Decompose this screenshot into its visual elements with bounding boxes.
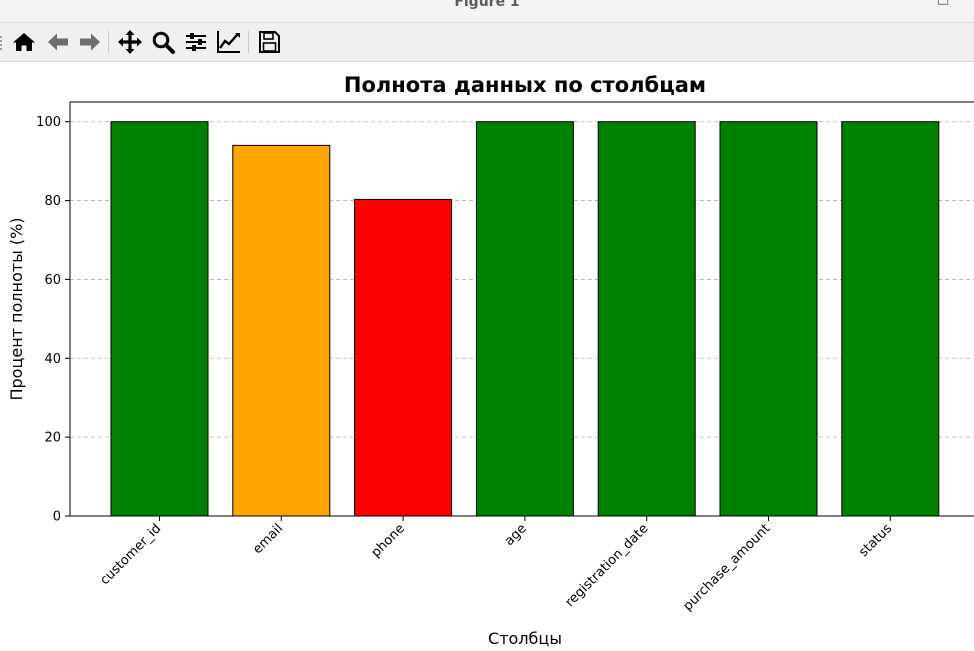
zoom-icon bbox=[152, 31, 175, 54]
y-tick-label: 60 bbox=[44, 273, 61, 288]
bar-status bbox=[841, 121, 940, 517]
back-button[interactable] bbox=[44, 28, 72, 56]
x-axis-label: Столбцы bbox=[488, 629, 562, 648]
window-title: Figure 1 bbox=[454, 0, 520, 10]
x-ticks: customer_id email phone age registration_dat… bbox=[97, 516, 895, 614]
toolbar-separator bbox=[248, 31, 249, 53]
y-tick-label: 100 bbox=[36, 115, 61, 130]
forward-icon bbox=[80, 33, 100, 51]
minimize-button[interactable]: – bbox=[904, 0, 911, 7]
chart-title: Полнота данных по столбцам bbox=[344, 73, 706, 97]
x-tick-label: registration_date bbox=[563, 521, 652, 610]
navigation-toolbar bbox=[0, 23, 974, 62]
pan-button[interactable] bbox=[116, 28, 144, 56]
bar-email bbox=[232, 144, 331, 517]
customize-icon bbox=[217, 31, 240, 53]
subplots-button[interactable] bbox=[182, 28, 210, 56]
save-button[interactable] bbox=[255, 28, 283, 56]
window-titlebar: Figure 1 – □ bbox=[0, 0, 974, 23]
y-axis-label: Процент полноты (%) bbox=[7, 217, 26, 400]
toolbar-grip bbox=[0, 36, 5, 50]
subplots-icon bbox=[186, 33, 206, 51]
y-ticks: 0 20 40 60 80 100 bbox=[36, 115, 70, 525]
bar-registration_date bbox=[597, 121, 696, 517]
bar-age bbox=[475, 121, 574, 517]
home-button[interactable] bbox=[10, 28, 38, 56]
bar-phone bbox=[354, 198, 453, 517]
toolbar-separator bbox=[108, 31, 109, 53]
bar-chart: Полнота данных по столбцам 020406080100 … bbox=[7, 73, 974, 648]
back-icon bbox=[48, 33, 68, 51]
x-tick-label: status bbox=[856, 521, 895, 560]
forward-button[interactable] bbox=[76, 28, 104, 56]
bar-customer_id bbox=[110, 121, 209, 517]
bars bbox=[110, 121, 940, 517]
pan-icon bbox=[118, 30, 142, 54]
y-tick-label: 20 bbox=[44, 431, 61, 446]
customize-button[interactable] bbox=[215, 28, 243, 56]
x-tick-label: phone bbox=[369, 521, 408, 560]
axes bbox=[69, 101, 974, 517]
bar-purchase_amount bbox=[719, 121, 818, 517]
x-tick-label: email bbox=[250, 521, 286, 557]
zoom-button[interactable] bbox=[149, 28, 177, 56]
x-tick-label: purchase_amount bbox=[680, 521, 773, 614]
save-icon bbox=[259, 31, 280, 53]
x-tick-label: age bbox=[502, 521, 530, 549]
y-tick-label: 40 bbox=[44, 352, 61, 367]
home-icon bbox=[13, 33, 35, 51]
y-tick-label: 80 bbox=[44, 194, 61, 209]
y-tick-label: 0 bbox=[53, 510, 61, 525]
maximize-button[interactable]: □ bbox=[937, 0, 949, 7]
x-tick-label: customer_id bbox=[97, 521, 164, 588]
